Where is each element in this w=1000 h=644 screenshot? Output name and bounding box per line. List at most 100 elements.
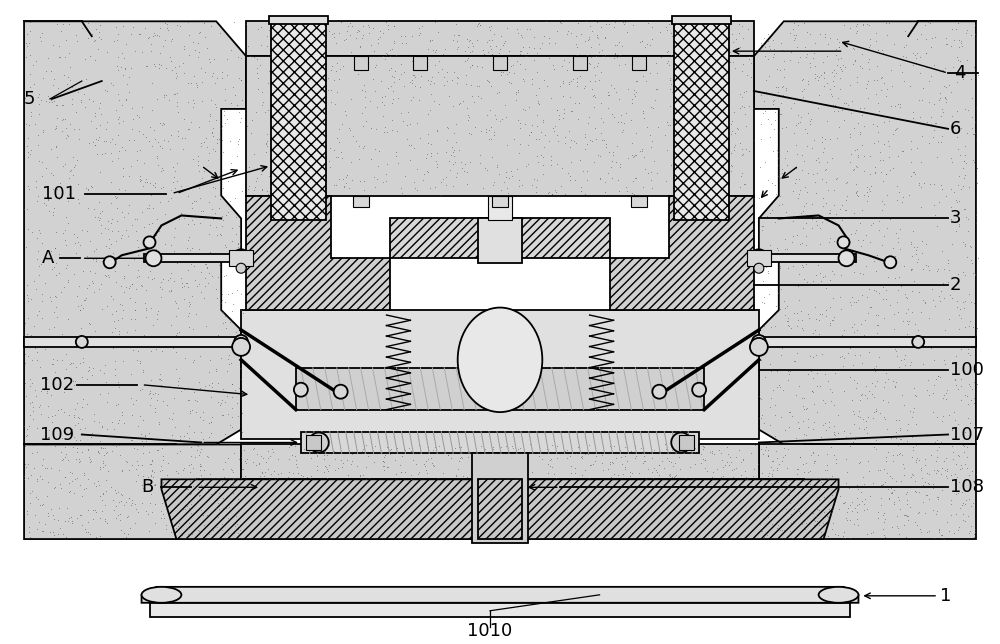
Point [953, 374, 969, 384]
Point [812, 223, 828, 234]
Point [934, 131, 950, 141]
Point [360, 20, 376, 30]
Point [729, 123, 745, 133]
Point [786, 35, 802, 46]
Point [234, 426, 250, 437]
Point [110, 315, 126, 325]
Point [435, 49, 451, 59]
Point [937, 466, 953, 476]
Point [925, 505, 941, 515]
Point [611, 186, 627, 196]
Point [19, 424, 35, 435]
Point [410, 469, 426, 479]
Point [499, 448, 515, 459]
Point [862, 237, 878, 247]
Point [144, 455, 160, 465]
Point [715, 168, 731, 178]
Point [405, 70, 421, 80]
Point [816, 143, 832, 153]
Point [832, 62, 848, 72]
Point [903, 357, 919, 367]
Point [903, 135, 919, 146]
Point [73, 330, 89, 340]
Point [132, 176, 148, 187]
Point [31, 156, 47, 166]
Point [512, 443, 528, 453]
Point [243, 128, 259, 138]
Point [541, 38, 557, 48]
Point [880, 484, 896, 494]
Point [896, 76, 912, 86]
Point [31, 306, 47, 316]
Point [557, 131, 573, 142]
Point [111, 415, 127, 425]
Point [855, 19, 871, 30]
Point [885, 376, 901, 386]
Point [665, 461, 681, 471]
Point [699, 92, 715, 102]
Point [624, 149, 640, 160]
Point [106, 35, 122, 46]
Point [97, 460, 113, 470]
Point [168, 346, 184, 357]
Point [59, 260, 75, 270]
Point [816, 68, 832, 78]
Point [486, 130, 502, 140]
Point [119, 439, 135, 449]
Point [93, 442, 109, 452]
Point [172, 446, 188, 457]
Point [423, 452, 439, 462]
Point [204, 271, 220, 281]
Point [839, 245, 855, 256]
Point [381, 65, 397, 75]
Point [47, 366, 63, 377]
Point [181, 249, 197, 260]
Point [786, 128, 802, 138]
Point [812, 381, 828, 391]
Point [905, 407, 921, 417]
Point [190, 151, 206, 162]
Point [907, 50, 923, 61]
Point [769, 64, 785, 74]
Point [411, 95, 427, 106]
Point [461, 128, 477, 138]
Point [258, 139, 274, 149]
Point [568, 39, 584, 50]
Point [70, 178, 86, 189]
Point [170, 303, 186, 314]
Point [405, 91, 421, 102]
Point [136, 158, 152, 168]
Point [332, 64, 348, 74]
Point [445, 159, 461, 169]
Point [519, 23, 535, 33]
Point [758, 190, 774, 200]
Point [939, 517, 955, 527]
Point [960, 344, 976, 354]
Point [491, 86, 507, 97]
Point [477, 444, 493, 455]
Point [766, 44, 782, 54]
Point [285, 468, 301, 478]
Point [123, 393, 139, 403]
Point [482, 24, 498, 35]
Point [806, 515, 822, 526]
Point [205, 68, 221, 78]
Point [108, 105, 124, 115]
Point [619, 186, 635, 196]
Point [755, 39, 771, 50]
Point [28, 332, 44, 342]
Point [866, 442, 882, 453]
Polygon shape [241, 444, 759, 479]
Point [596, 135, 612, 146]
Point [374, 446, 390, 457]
Point [903, 171, 919, 182]
Point [107, 191, 123, 202]
Point [663, 160, 679, 170]
Point [387, 455, 403, 466]
Point [71, 124, 87, 134]
Point [146, 28, 162, 39]
Point [199, 451, 215, 461]
Point [818, 283, 834, 293]
Point [822, 33, 838, 43]
Point [511, 148, 527, 158]
